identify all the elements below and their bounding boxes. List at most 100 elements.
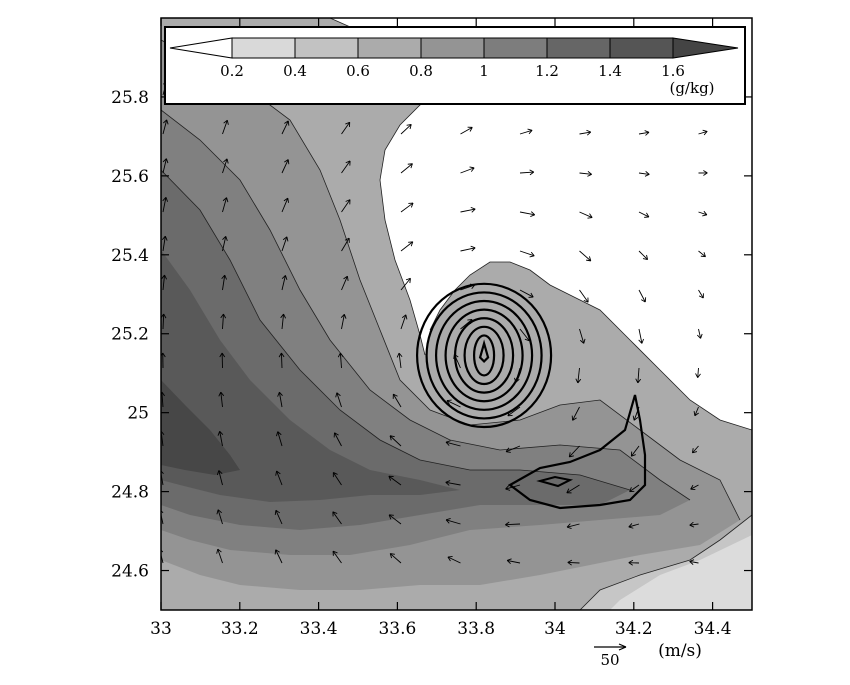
x-tick-label: 33.8: [457, 619, 495, 639]
wind-vector: [341, 237, 350, 252]
wind-vector: [400, 314, 407, 330]
y-tick-label: 25.4: [111, 246, 149, 266]
wind-vector: [519, 171, 534, 174]
wind-vector-head: [505, 485, 511, 491]
wind-vector: [629, 484, 640, 492]
wind-vector: [388, 475, 402, 486]
wind-vector-head: [445, 518, 451, 524]
wind-vector: [220, 392, 223, 408]
wind-vector: [519, 328, 530, 342]
wind-vector-head: [276, 431, 282, 437]
wind-vector: [389, 435, 402, 447]
wind-vector: [694, 406, 699, 416]
x-tick-label: 34: [544, 619, 566, 639]
wind-vector: [339, 353, 342, 369]
wind-vector: [275, 549, 283, 564]
wind-vector: [447, 556, 461, 564]
wind-vector-head: [642, 254, 649, 261]
wind-vector-head: [644, 130, 650, 136]
wind-vector: [222, 120, 228, 135]
wind-vector-head: [407, 163, 413, 169]
colorbar-swatch: [609, 37, 674, 59]
wind-vector: [638, 328, 643, 344]
wind-vector-head: [505, 521, 510, 528]
x-tick-label: 34.2: [615, 619, 653, 639]
wind-vector: [277, 431, 283, 447]
wind-vector: [698, 328, 702, 339]
wind-vector-head: [162, 197, 169, 202]
wind-vector: [637, 367, 640, 383]
wind-vector: [579, 289, 589, 303]
wind-vector: [566, 484, 580, 494]
vortex-contour-ring: [444, 308, 524, 403]
wind-vector: [445, 481, 461, 486]
wind-vector: [577, 367, 580, 383]
wind-vector-head: [470, 245, 476, 252]
wind-vector-head: [274, 549, 280, 555]
wind-vector: [162, 158, 167, 174]
contour-fill-level-below-0.2: [330, 18, 752, 430]
wind-vector: [638, 131, 650, 135]
colorbar-level-label: 1: [479, 62, 489, 80]
wind-vector: [579, 250, 592, 262]
wind-vector-head: [568, 452, 574, 458]
wind-vector-head: [447, 556, 453, 562]
wind-vector-head: [278, 352, 285, 358]
wind-vector: [281, 275, 286, 291]
contour-fill-level-0.2: [610, 535, 752, 610]
vortex-core-contour: [478, 339, 490, 363]
wind-vector: [341, 199, 351, 213]
wind-vector: [460, 247, 476, 252]
wind-vector-head: [284, 159, 290, 165]
wind-vector: [505, 523, 521, 526]
colorbar-legend: 0.2 0.4 0.6 0.8 1 1.2 1.4 1.6 (g/kg): [164, 26, 746, 105]
wind-vector: [278, 392, 283, 408]
x-axis: 33 33.2 33.4 33.6 33.8 34 34.2 34.4: [150, 18, 732, 639]
wind-vector: [579, 328, 585, 344]
wind-vector-head: [340, 313, 347, 319]
vortex-contour-ring: [434, 299, 534, 411]
wind-vector: [389, 553, 402, 564]
wind-vector: [341, 276, 348, 291]
wind-vector: [218, 470, 223, 486]
colorbar-level-label: 0.2: [220, 62, 244, 80]
colorbar-level-label: 0.8: [409, 62, 433, 80]
wind-vector-head: [392, 393, 398, 399]
wind-vector: [460, 167, 475, 174]
wind-vector: [275, 510, 283, 525]
wind-vector-head: [332, 511, 338, 517]
wind-vector-head: [222, 236, 228, 241]
wind-vector-head: [223, 158, 229, 164]
wind-vector: [692, 445, 699, 454]
wind-vector: [217, 548, 223, 564]
y-tick-label: 25.8: [111, 88, 149, 108]
wind-vector-head: [567, 559, 573, 566]
wind-vector-head: [218, 391, 225, 397]
wind-vector-head: [162, 158, 169, 164]
colorbar-swatch: [483, 37, 548, 59]
wind-vector-head: [343, 275, 349, 281]
wind-vector-head: [628, 559, 634, 566]
colorbar-units: (g/kg): [669, 79, 714, 97]
wind-vector: [162, 236, 166, 252]
wind-vector: [281, 120, 289, 135]
wind-vector: [460, 208, 476, 213]
vortex-contour-ring: [453, 317, 515, 394]
colorbar-swatch: [294, 37, 359, 59]
wind-vector-head: [700, 252, 706, 258]
wind-vector-head: [689, 521, 695, 528]
wind-vector: [567, 561, 580, 564]
vortex-contour-ring: [425, 291, 543, 420]
colorbar-swatch: [357, 37, 422, 59]
wind-vector: [519, 250, 535, 257]
wind-vector: [579, 211, 593, 218]
wind-vector-head: [529, 251, 535, 258]
wind-vector-head: [529, 169, 535, 176]
colorbar-level-label: 0.6: [346, 62, 370, 80]
wind-vector-head: [640, 297, 647, 303]
wind-vector-head: [217, 430, 224, 436]
wind-vector-head: [388, 514, 394, 520]
wind-vector: [281, 236, 288, 252]
wind-vector: [460, 319, 473, 330]
wind-vector: [698, 130, 708, 135]
